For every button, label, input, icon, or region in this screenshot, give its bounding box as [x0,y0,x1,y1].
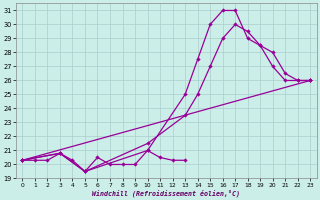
X-axis label: Windchill (Refroidissement éolien,°C): Windchill (Refroidissement éolien,°C) [92,189,240,197]
